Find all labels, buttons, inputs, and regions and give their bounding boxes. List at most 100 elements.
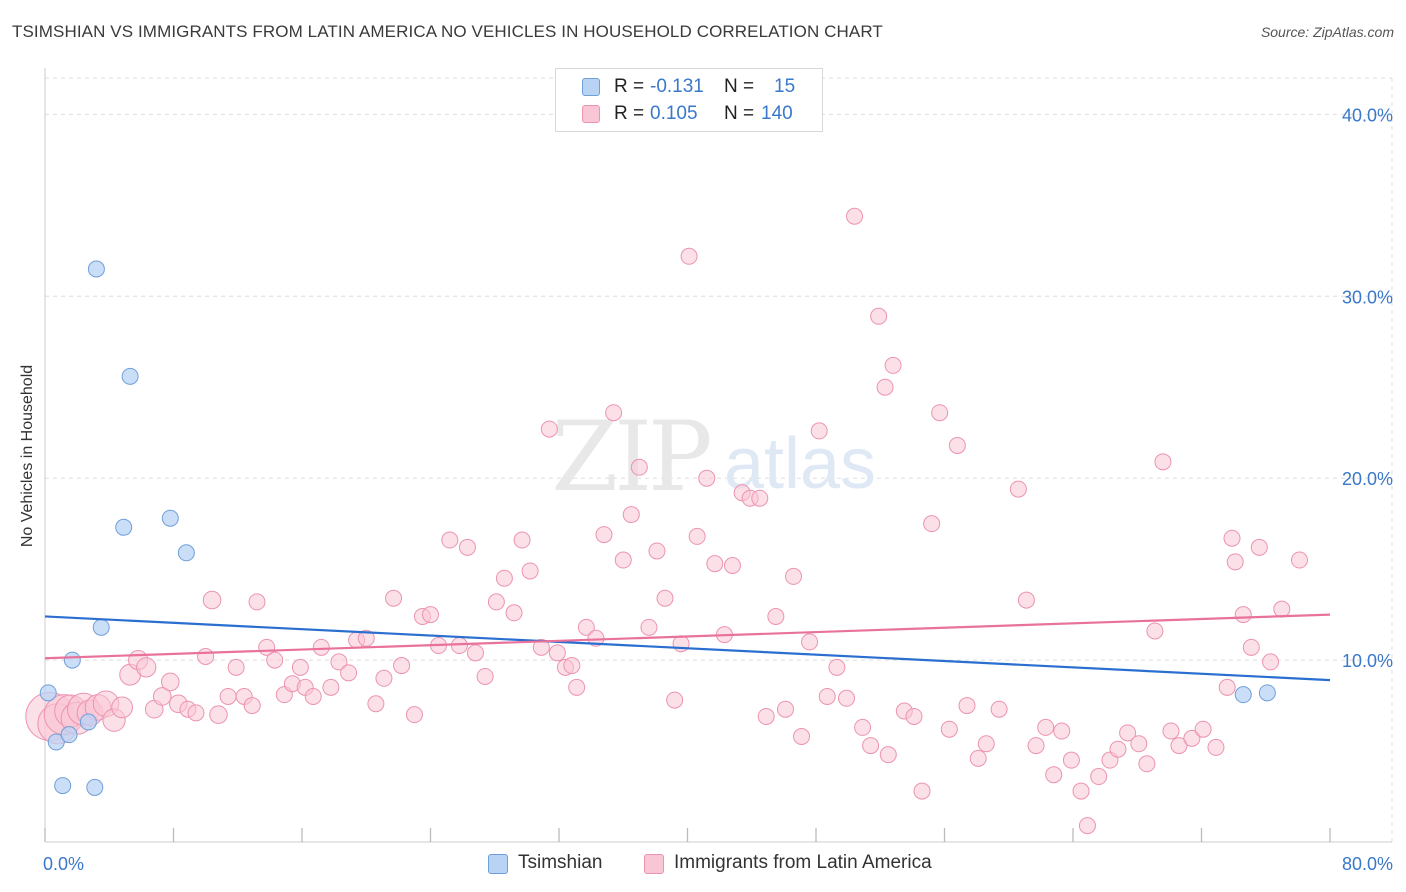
latin-america-point bbox=[1170, 737, 1188, 755]
latin-america-point bbox=[1090, 768, 1108, 786]
latin-america-point bbox=[688, 527, 706, 545]
latin-america-swatch bbox=[644, 854, 664, 874]
latin-america-point bbox=[1234, 606, 1252, 624]
tick-labels: 10.0% 20.0% 30.0% 40.0% 0.0% 80.0% bbox=[43, 105, 1393, 874]
latin-america-point bbox=[630, 458, 648, 476]
x-tick-label: 80.0% bbox=[1342, 854, 1393, 874]
tsimshian-point bbox=[39, 684, 57, 702]
r-value: 0.105 bbox=[650, 103, 698, 124]
stats-row-tsimshian: R = -0.131 N = 15 bbox=[556, 74, 822, 100]
latin-america-point bbox=[846, 207, 864, 225]
tsimshian-point bbox=[47, 733, 65, 751]
tsimshian-point bbox=[115, 518, 133, 536]
n-label: N = bbox=[724, 76, 755, 97]
latin-america-point bbox=[152, 687, 172, 706]
latin-america-points bbox=[25, 207, 1308, 835]
latin-america-point bbox=[1154, 453, 1172, 471]
latin-america-point bbox=[757, 707, 775, 725]
series-legend: Tsimshian Immigrants from Latin America bbox=[0, 852, 1406, 878]
r-label: R = bbox=[614, 103, 645, 124]
tsimshian-point bbox=[79, 713, 97, 731]
tsimshian-point bbox=[1234, 686, 1252, 704]
y-tick-label: 20.0% bbox=[1342, 469, 1393, 489]
latin-america-point bbox=[466, 644, 484, 662]
y-tick-label: 30.0% bbox=[1342, 287, 1393, 307]
latin-america-point bbox=[422, 606, 439, 624]
latin-america-point bbox=[666, 691, 684, 709]
latin-america-point bbox=[1017, 591, 1035, 609]
tsimshian-point bbox=[87, 260, 105, 278]
latin-america-point bbox=[622, 506, 640, 524]
grid-layer bbox=[45, 77, 1393, 842]
latin-america-point bbox=[698, 469, 716, 487]
tsimshian-swatch bbox=[488, 854, 508, 874]
latin-america-point bbox=[940, 720, 958, 738]
latin-america-point bbox=[568, 678, 586, 696]
latin-america-point bbox=[577, 618, 595, 636]
latin-america-point bbox=[243, 697, 261, 715]
latin-america-point bbox=[990, 700, 1008, 718]
latin-america-point bbox=[1223, 529, 1241, 547]
stats-legend: R = -0.131 N = 15 R = 0.105 N = 140 bbox=[555, 68, 823, 132]
latin-america-point bbox=[1290, 551, 1308, 569]
latin-america-point bbox=[227, 658, 245, 676]
tsimshian-point bbox=[92, 618, 110, 636]
latin-america-point bbox=[706, 555, 724, 573]
x-tick-label: 0.0% bbox=[43, 854, 84, 874]
latin-america-point bbox=[160, 672, 180, 692]
stats-row-latin-america: R = 0.105 N = 140 bbox=[556, 101, 822, 127]
latin-america-point bbox=[1109, 740, 1127, 758]
y-tick-label: 10.0% bbox=[1342, 651, 1393, 671]
latin-america-point bbox=[923, 515, 941, 533]
latin-america-point bbox=[1226, 553, 1244, 571]
latin-america-point bbox=[680, 247, 698, 265]
latin-america-point bbox=[202, 590, 222, 610]
latin-america-point bbox=[187, 704, 205, 722]
trend-lines bbox=[44, 613, 1331, 682]
latin-america-point bbox=[505, 604, 523, 622]
latin-america-point bbox=[1183, 729, 1201, 747]
latin-america-point bbox=[818, 687, 836, 705]
latin-america-point bbox=[367, 695, 385, 713]
r-label: R = bbox=[614, 76, 645, 97]
latin-america-point bbox=[1045, 766, 1063, 784]
n-label: N = bbox=[724, 103, 755, 124]
latin-america-point bbox=[1146, 622, 1164, 640]
latin-america-point bbox=[476, 667, 494, 685]
latin-america-point bbox=[1053, 722, 1071, 740]
latin-america-point bbox=[1119, 724, 1137, 742]
latin-america-point bbox=[111, 696, 133, 719]
latin-america-point bbox=[1072, 782, 1090, 800]
latin-america-point bbox=[1262, 653, 1280, 671]
chart-title: TSIMSHIAN VS IMMIGRANTS FROM LATIN AMERI… bbox=[12, 22, 883, 41]
latin-america-point bbox=[563, 657, 581, 675]
n-value: 15 bbox=[774, 76, 796, 97]
latin-america-point bbox=[393, 657, 411, 675]
latin-america-point bbox=[548, 644, 566, 662]
latin-america-point bbox=[958, 697, 976, 715]
tsimshian-point bbox=[121, 367, 139, 385]
latin-america-point bbox=[322, 678, 340, 696]
tsimshian-point bbox=[161, 509, 179, 527]
axes-layer bbox=[44, 68, 1392, 843]
latin-america-point bbox=[513, 531, 531, 549]
tsimshian-point bbox=[177, 544, 195, 562]
latin-america-point bbox=[375, 669, 393, 687]
latin-america-point bbox=[1037, 718, 1055, 736]
latin-america-trend-line bbox=[44, 613, 1331, 660]
latin-america-point bbox=[1078, 817, 1096, 835]
tsimshian-point bbox=[63, 651, 81, 669]
latin-america-point bbox=[540, 420, 558, 438]
watermark-zip: ZIP bbox=[551, 401, 710, 513]
latin-america-point bbox=[776, 700, 794, 718]
latin-america-point bbox=[884, 356, 902, 374]
latin-america-point bbox=[1138, 755, 1156, 773]
latin-america-point bbox=[862, 737, 880, 755]
latin-america-point bbox=[266, 651, 284, 669]
latin-america-point bbox=[1009, 480, 1027, 498]
latin-america-point bbox=[532, 638, 550, 656]
latin-america-point bbox=[405, 706, 423, 724]
pink-swatch bbox=[582, 105, 600, 123]
latin-america-point bbox=[648, 542, 666, 560]
